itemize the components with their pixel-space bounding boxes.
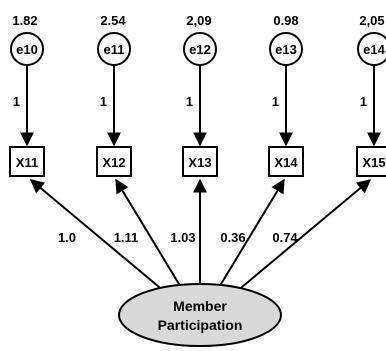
error-path-label-e12: 1 — [186, 94, 193, 109]
loading-path-x15 — [235, 179, 372, 293]
column-e14-x15: 2,05 e14 1 X15 — [356, 13, 386, 177]
indicator-x15 — [356, 146, 386, 177]
column-e13-x14: 0.98 e13 1 X14 — [268, 13, 304, 177]
loading-path-x12 — [115, 178, 183, 290]
loading-path-x11 — [29, 179, 166, 293]
loading-value-x13: 1.03 — [170, 230, 195, 245]
error-label-e12: e12 — [189, 42, 211, 57]
column-e11-x12: 2.54 e11 1 X12 — [96, 13, 132, 177]
indicator-label-x15: X15 — [362, 155, 385, 170]
loading-value-x11: 1.0 — [58, 230, 76, 245]
indicator-x12 — [96, 146, 132, 177]
loading-paths: 1.0 1.11 1.03 0.36 0.74 — [29, 178, 372, 293]
indicator-x11 — [9, 146, 45, 177]
indicator-label-x13: X13 — [188, 155, 211, 170]
indicator-x13 — [182, 146, 218, 177]
indicator-label-x11: X11 — [16, 155, 38, 170]
error-variance-e12: 2,09 — [186, 13, 211, 28]
indicator-label-x12: X12 — [102, 155, 125, 170]
error-variance-e13: 0.98 — [273, 13, 298, 28]
latent-variable: Member Participation — [118, 283, 282, 347]
error-variance-e14: 2,05 — [359, 13, 384, 28]
indicator-label-x14: X14 — [274, 155, 298, 170]
loading-path-x14 — [217, 178, 285, 290]
column-e10-x11: 1.82 e10 1 X11 — [9, 13, 45, 177]
error-path-label-e13: 1 — [272, 94, 279, 109]
latent-ellipse — [118, 283, 282, 347]
latent-label-line2: Participation — [158, 317, 243, 333]
column-e12-x13: 2,09 e12 1 X13 — [182, 13, 218, 177]
error-path-label-e14: 1 — [360, 94, 367, 109]
error-path-label-e11: 1 — [100, 94, 107, 109]
loading-value-x12: 1.11 — [114, 230, 139, 245]
error-variance-e11: 2.54 — [100, 13, 126, 28]
error-label-e14: e14 — [363, 42, 385, 57]
error-label-e11: e11 — [104, 42, 125, 57]
error-label-e13: e13 — [275, 42, 297, 57]
indicator-x14 — [268, 146, 304, 177]
error-variance-e10: 1.82 — [12, 13, 37, 28]
loading-value-x14: 0.36 — [220, 230, 245, 245]
loading-value-x15: 0.74 — [272, 230, 298, 245]
error-path-label-e10: 1 — [13, 94, 20, 109]
latent-label-line1: Member — [173, 298, 227, 314]
error-label-e10: e10 — [16, 42, 38, 57]
